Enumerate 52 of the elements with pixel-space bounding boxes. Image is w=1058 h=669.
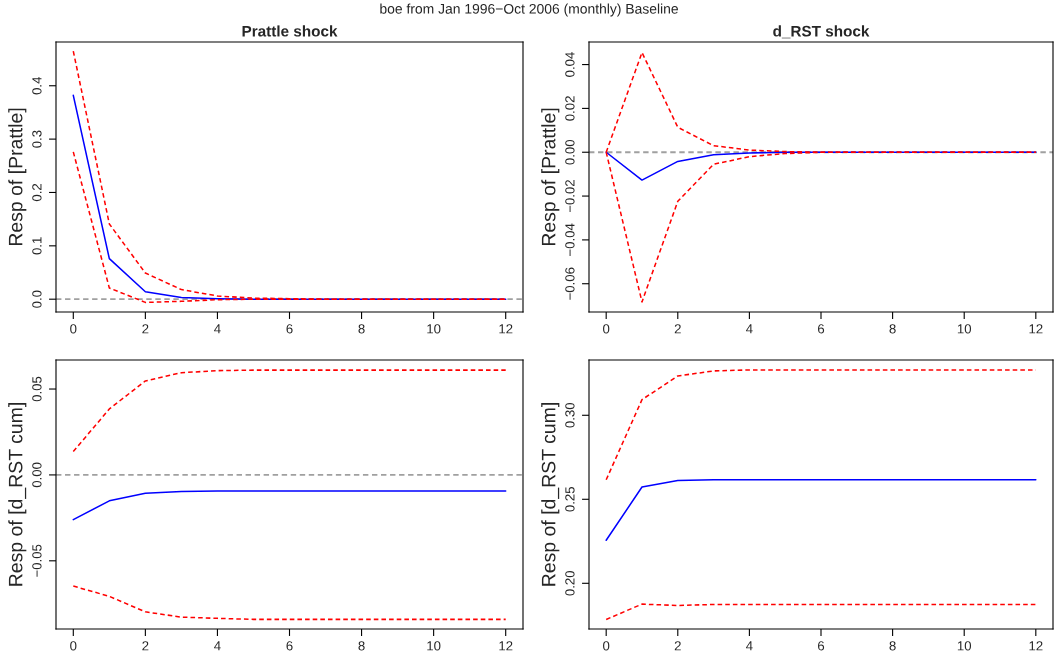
x-tick-label: 6 (818, 324, 825, 334)
x-tick-label: 0 (70, 324, 77, 334)
y-tick-label: 0.25 (565, 487, 575, 512)
x-tick-label: 0 (603, 641, 610, 651)
x-tick-label: 6 (818, 641, 825, 651)
x-tick-label: 2 (674, 324, 681, 334)
y-tick-label: 0.0 (32, 290, 42, 308)
y-tick-label: 0.02 (565, 96, 575, 121)
x-tick-label: 8 (889, 324, 896, 334)
x-tick-label: 4 (214, 641, 221, 651)
x-tick-label: 10 (957, 641, 972, 651)
x-tick-label: 0 (70, 641, 77, 651)
y-tick-label: −0.05 (32, 544, 42, 577)
x-tick-label: 10 (427, 324, 441, 334)
x-tick-label: 4 (214, 324, 221, 334)
y-tick-label: 0.3 (32, 130, 42, 148)
x-tick-label: 8 (358, 324, 365, 334)
x-tick-label: 4 (746, 641, 753, 651)
y-tick-label: −0.06 (565, 267, 575, 300)
x-tick-label: 2 (142, 324, 149, 334)
x-tick-label: 12 (1029, 641, 1043, 651)
chart-title: d_RST shock (773, 25, 870, 39)
x-tick-label: 8 (889, 641, 896, 651)
y-tick-label: 0.20 (565, 570, 575, 596)
y-tick-label: 0.00 (565, 139, 575, 165)
y-tick-label: 0.00 (32, 462, 42, 488)
x-tick-label: 12 (1029, 324, 1043, 334)
y-tick-label: −0.02 (565, 180, 575, 213)
y-tick-label: 0.04 (565, 52, 575, 77)
y-tick-label: −0.04 (565, 223, 575, 256)
y-tick-label: 0.30 (565, 402, 575, 428)
x-tick-label: 12 (499, 324, 513, 334)
y-axis-title: Resp of [Prattle] (8, 108, 27, 246)
chart-title: Prattle shock (242, 25, 338, 37)
text: boe from Jan 1996−Oct 2006 (monthly) Baseline (380, 3, 678, 17)
x-tick-label: 8 (358, 641, 365, 651)
x-tick-label: 6 (286, 641, 293, 651)
x-tick-label: 6 (286, 324, 293, 334)
y-axis-title: Resp of [d_RST cum] (8, 403, 27, 586)
x-tick-label: 10 (427, 641, 441, 651)
x-tick-label: 10 (957, 324, 972, 334)
y-tick-label: 0.1 (32, 237, 42, 255)
x-tick-label: 0 (603, 324, 610, 334)
y-tick-label: 0.05 (32, 376, 42, 402)
y-axis-title: Resp of [d_RST cum] (541, 403, 560, 586)
x-tick-label: 4 (746, 324, 753, 334)
x-tick-label: 12 (499, 641, 513, 651)
x-tick-label: 2 (142, 641, 149, 651)
x-tick-label: 2 (674, 641, 681, 651)
y-tick-label: 0.4 (32, 76, 42, 95)
y-tick-label: 0.2 (32, 183, 42, 202)
y-axis-title: Resp of [Prattle] (541, 108, 560, 246)
